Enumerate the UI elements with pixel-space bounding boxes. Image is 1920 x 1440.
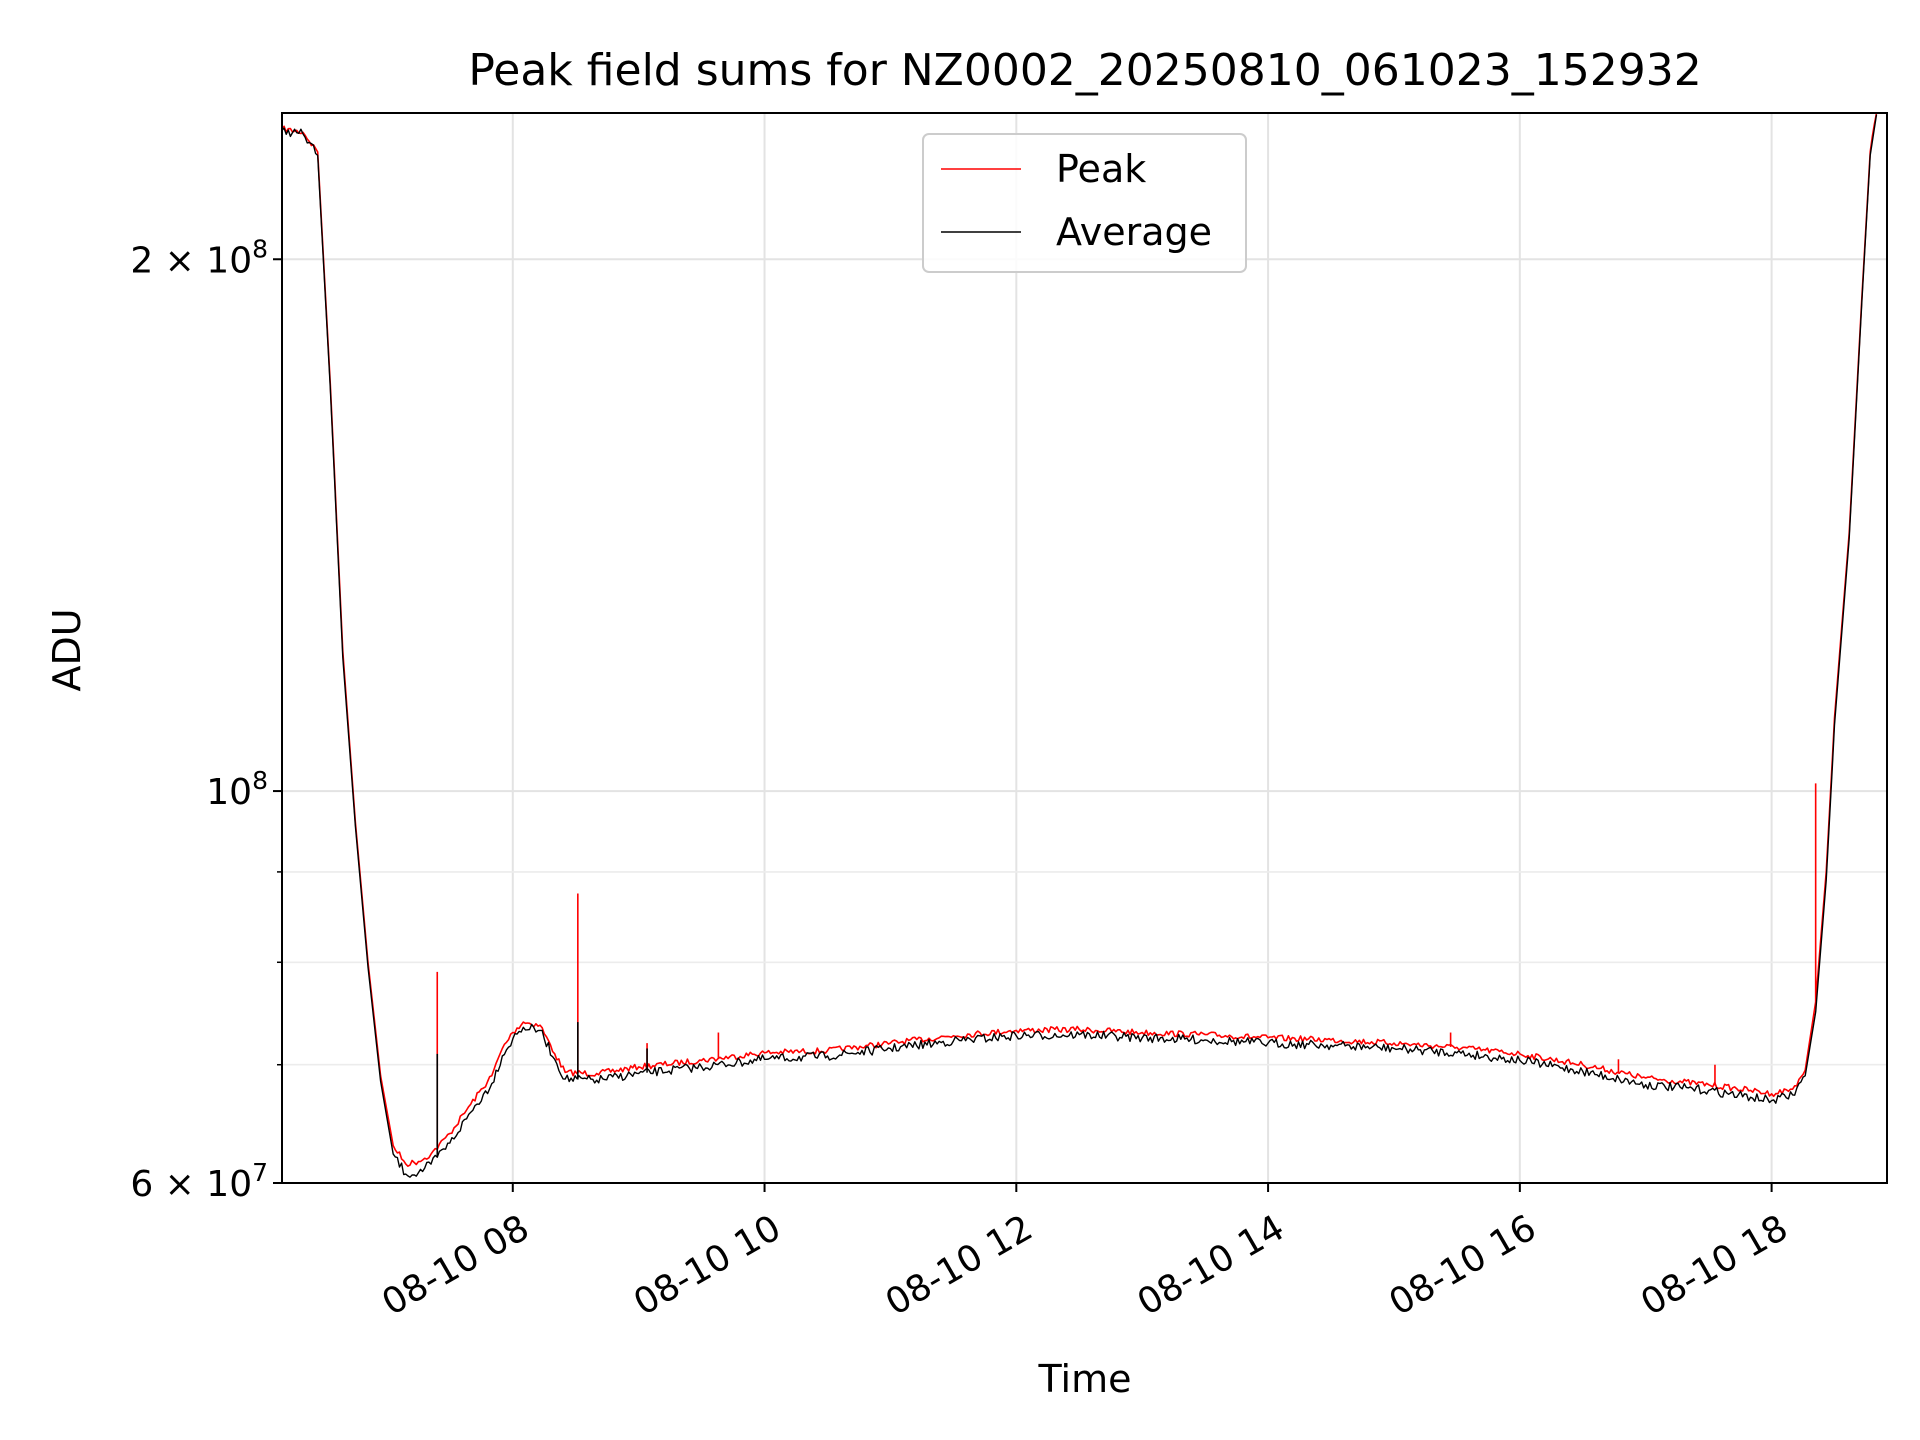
y-tick-label: 6 × 107: [130, 1158, 268, 1205]
series-line-peak: [281, 112, 1878, 1167]
series-average: [281, 114, 1878, 1178]
legend-label-peak: Peak: [1056, 147, 1146, 191]
grid: [282, 113, 1887, 1184]
series-layer: [281, 112, 1878, 1178]
plot-frame: [281, 112, 1888, 1184]
legend-label-average: Average: [1056, 210, 1212, 254]
y-tick-label: 2 × 108: [130, 234, 268, 281]
y-axis-label: ADU: [45, 608, 89, 691]
chart-title: Peak field sums for NZ0002_20250810_0610…: [468, 45, 1701, 96]
x-axis-label: Time: [1038, 1357, 1132, 1401]
series-line-average: [281, 114, 1878, 1178]
legend: Peak Average: [922, 133, 1247, 273]
